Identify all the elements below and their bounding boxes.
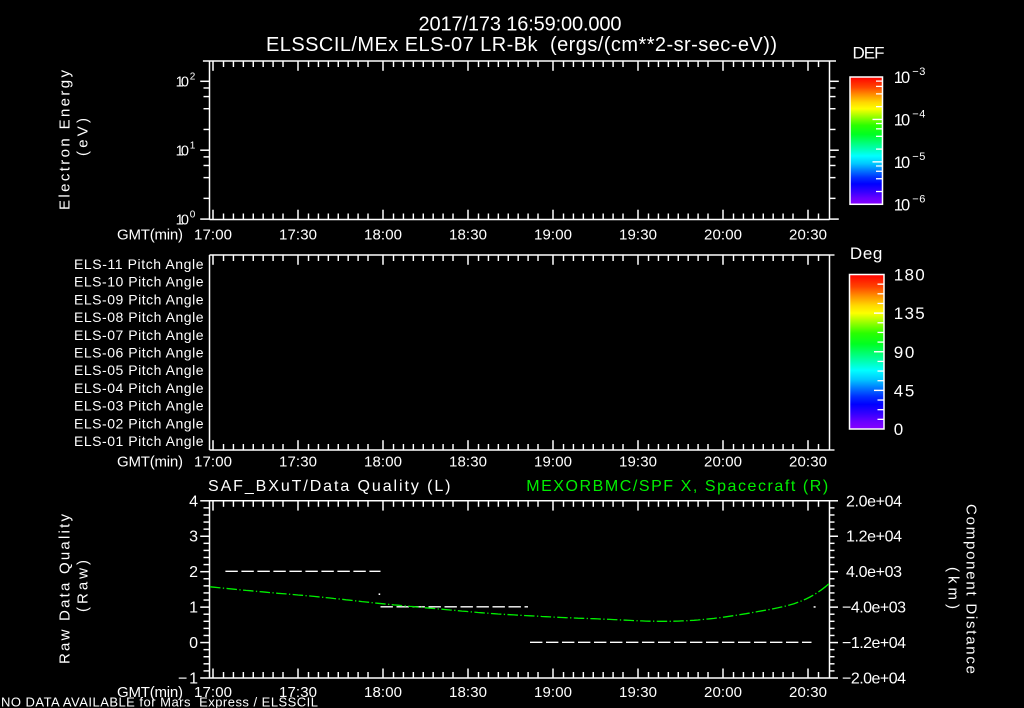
svg-text:DEF: DEF [853,44,885,63]
svg-text:10: 10 [176,144,189,160]
svg-text:ELS-01 Pitch Angle: ELS-01 Pitch Angle [74,433,204,449]
svg-text:180: 180 [894,266,925,285]
svg-text:19:00: 19:00 [534,227,572,244]
svg-text:0: 0 [189,635,198,652]
svg-text:SAF_BXuT/Data Quality (L): SAF_BXuT/Data Quality (L) [208,478,451,495]
svg-text:ELS-03 Pitch Angle: ELS-03 Pitch Angle [74,398,204,414]
svg-text:19:30: 19:30 [619,227,657,244]
svg-text:−4.0e+03: −4.0e+03 [842,600,906,617]
svg-text:90: 90 [894,343,915,362]
svg-text:20:00: 20:00 [704,684,742,701]
svg-text:20:30: 20:30 [789,454,827,471]
svg-text:Electron Energy: Electron Energy [57,70,74,211]
svg-text:NO DATA AVAILABLE for Mars Ex: NO DATA AVAILABLE for Mars Express / ELS… [1,695,318,708]
svg-text:ELS-04 Pitch Angle: ELS-04 Pitch Angle [74,380,204,396]
svg-text:2.0e+04: 2.0e+04 [846,493,902,510]
svg-text:10: 10 [894,154,910,172]
svg-text:Deg: Deg [850,244,883,263]
svg-text:135: 135 [894,304,925,323]
svg-text:GMT(min): GMT(min) [117,454,183,471]
svg-text:ELS-07 Pitch Angle: ELS-07 Pitch Angle [74,327,204,343]
svg-text:ELS-02 Pitch Angle: ELS-02 Pitch Angle [74,415,204,431]
svg-text:GMT(min): GMT(min) [117,684,183,701]
svg-text:−3: −3 [912,66,925,78]
svg-text:−5: −5 [912,151,925,163]
svg-text:ELSSCIL/MEx ELS-07 LR-Bk (erg: ELSSCIL/MEx ELS-07 LR-Bk (ergs/(cm**2-sr… [266,34,777,56]
svg-text:ELS-06 Pitch Angle: ELS-06 Pitch Angle [74,345,204,361]
svg-text:18:00: 18:00 [364,227,402,244]
svg-text:18:30: 18:30 [449,227,487,244]
svg-text:ELS-11 Pitch Angle: ELS-11 Pitch Angle [74,256,204,272]
svg-text:17:00: 17:00 [194,684,232,701]
svg-text:ELS-09 Pitch Angle: ELS-09 Pitch Angle [74,291,204,307]
svg-text:(km): (km) [945,567,962,609]
svg-text:MEXORBMC/SPF X, Spacecraft (R): MEXORBMC/SPF X, Spacecraft (R) [526,478,828,495]
svg-text:3: 3 [189,529,198,546]
svg-text:18:30: 18:30 [449,454,487,471]
svg-text:19:30: 19:30 [619,454,657,471]
svg-text:GMT(min): GMT(min) [117,227,183,244]
svg-text:19:30: 19:30 [619,684,657,701]
svg-text:19:00: 19:00 [534,454,572,471]
svg-text:20:30: 20:30 [789,227,827,244]
svg-text:10: 10 [176,75,189,91]
svg-text:(Raw): (Raw) [75,560,92,612]
svg-text:19:00: 19:00 [534,684,572,701]
svg-text:4: 4 [189,493,198,510]
svg-text:−6: −6 [912,193,925,205]
svg-text:ELS-08 Pitch Angle: ELS-08 Pitch Angle [74,309,204,325]
svg-text:17:00: 17:00 [194,454,232,471]
svg-text:10: 10 [894,196,910,214]
svg-text:17:30: 17:30 [279,227,317,244]
svg-text:1: 1 [189,600,198,617]
svg-text:ELS-05 Pitch Angle: ELS-05 Pitch Angle [74,362,204,378]
svg-text:2017/173 16:59:00.000: 2017/173 16:59:00.000 [419,14,622,36]
svg-text:−1.2e+04: −1.2e+04 [842,635,906,652]
svg-text:2: 2 [190,72,196,83]
svg-text:18:00: 18:00 [364,684,402,701]
svg-text:4.0e+03: 4.0e+03 [846,564,902,581]
svg-text:18:00: 18:00 [364,454,402,471]
svg-text:−4: −4 [912,108,925,120]
svg-text:18:30: 18:30 [449,684,487,701]
svg-text:10: 10 [894,69,910,87]
svg-text:20:00: 20:00 [704,454,742,471]
svg-text:(eV): (eV) [75,118,92,156]
svg-text:1.2e+04: 1.2e+04 [846,529,902,546]
svg-text:45: 45 [894,381,915,400]
svg-text:ELS-10 Pitch Angle: ELS-10 Pitch Angle [74,274,204,290]
svg-text:10: 10 [894,111,910,129]
svg-text:0: 0 [894,420,903,439]
svg-text:20:00: 20:00 [704,227,742,244]
svg-text:17:30: 17:30 [279,684,317,701]
svg-text:17:30: 17:30 [279,454,317,471]
svg-text:20:30: 20:30 [789,684,827,701]
svg-text:10: 10 [176,212,189,228]
svg-text:0: 0 [190,209,196,220]
svg-text:−2.0e+04: −2.0e+04 [842,671,906,688]
svg-text:Component Distance: Component Distance [963,504,980,674]
svg-text:1: 1 [190,140,196,151]
svg-text:17:00: 17:00 [194,227,232,244]
svg-text:2: 2 [189,564,198,581]
